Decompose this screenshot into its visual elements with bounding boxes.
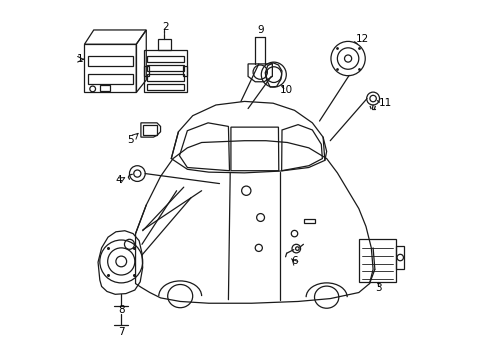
Text: 10: 10 (280, 85, 293, 95)
Bar (100, 85, 110, 91)
Text: 11: 11 (378, 98, 391, 108)
Bar (303, 219, 314, 223)
Text: 7: 7 (118, 327, 124, 337)
Text: 3: 3 (374, 283, 381, 293)
Bar (147, 56, 184, 62)
Text: 4: 4 (115, 175, 122, 185)
Text: 8: 8 (118, 305, 124, 315)
Bar (88, 73, 132, 84)
Bar (358, 239, 395, 282)
Text: 9: 9 (256, 25, 263, 35)
Bar (84, 44, 136, 93)
Text: 6: 6 (290, 256, 297, 266)
Bar (144, 50, 187, 93)
Text: 12: 12 (355, 34, 368, 44)
Bar (143, 125, 157, 135)
Bar (183, 66, 187, 76)
Bar (144, 66, 148, 76)
Bar (88, 56, 132, 66)
Bar (147, 84, 184, 90)
Text: 2: 2 (162, 22, 168, 32)
Bar (395, 246, 404, 269)
Text: 5: 5 (127, 135, 134, 145)
Bar (158, 39, 170, 50)
Bar (147, 65, 184, 71)
Text: 1: 1 (77, 54, 83, 64)
Bar (147, 74, 184, 81)
